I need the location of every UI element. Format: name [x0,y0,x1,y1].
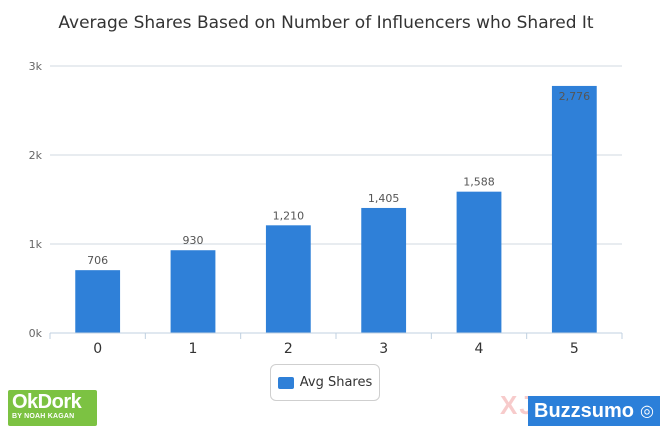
y-tick-label: 0k [29,327,43,340]
bar[interactable] [361,207,407,333]
grid-layer [50,65,622,245]
x-tick-label: 0 [93,341,102,357]
okdork-logo-title: OkDork [12,391,82,413]
y-tick-label: 1k [29,238,43,251]
data-label: 1,210 [273,209,305,222]
buzzsumo-logo-text: Buzzsumo [534,399,634,422]
y-tick-label: 2k [29,149,43,162]
wifi-icon: ◎ [640,403,654,420]
x-tick-label: 4 [475,341,484,357]
bars-layer [75,85,597,333]
legend-label: Avg Shares [299,375,373,390]
data-label: 706 [87,254,108,267]
bar[interactable] [170,250,216,333]
data-label: 1,405 [368,192,400,205]
okdork-logo: OkDork BY NOAH KAGAN [8,390,97,426]
bar[interactable] [456,191,502,333]
y-tick-label: 3k [29,60,43,73]
bar[interactable] [75,270,121,333]
buzzsumo-logo: Buzzsumo ◎ [528,396,660,426]
data-label: 1,588 [463,176,495,189]
chart-title: Average Shares Based on Number of Influe… [58,13,593,33]
x-tick-label: 5 [570,341,579,357]
data-label: 2,776 [559,90,591,103]
axis-layer: 0k 1k 2k 3k 0 1 2 3 4 5 [29,60,623,357]
x-tick-label: 1 [189,341,198,357]
x-tick-label: 3 [379,341,388,357]
bar[interactable] [551,85,597,333]
data-label: 930 [183,234,204,247]
labels-layer: 706 930 1,210 1,405 1,588 2,776 [87,90,590,267]
x-tick-label: 2 [284,341,293,357]
legend-swatch [277,376,294,389]
legend[interactable]: Avg Shares [270,364,380,401]
bar[interactable] [265,225,311,333]
okdork-logo-subtitle: BY NOAH KAGAN [12,413,75,420]
